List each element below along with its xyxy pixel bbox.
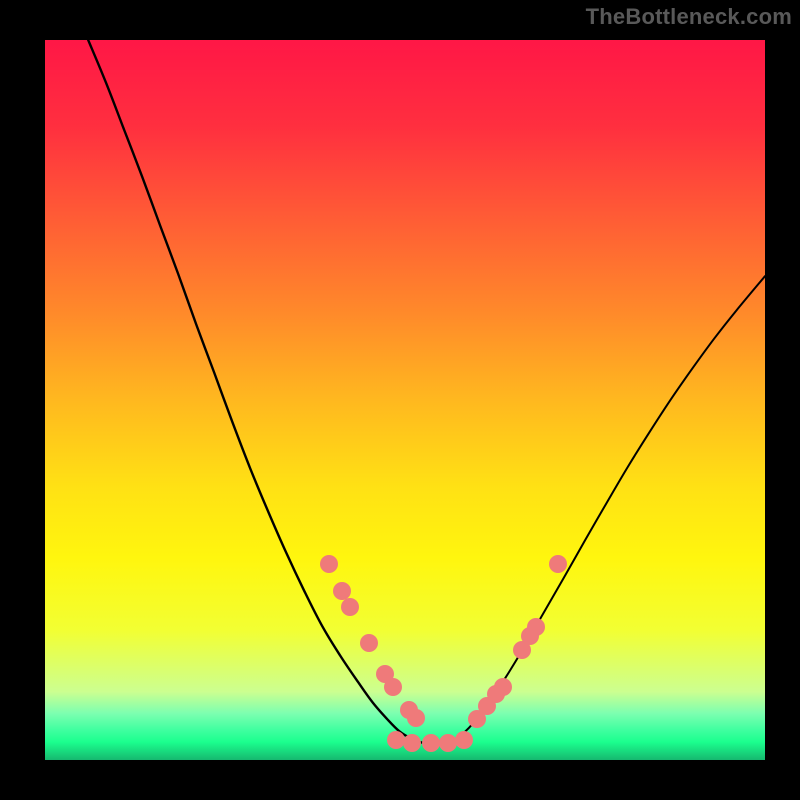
data-marker [403, 734, 421, 752]
data-marker [341, 598, 359, 616]
data-marker [384, 678, 402, 696]
data-marker [455, 731, 473, 749]
data-marker [407, 709, 425, 727]
data-marker [527, 618, 545, 636]
gradient-background [45, 40, 765, 760]
data-marker [549, 555, 567, 573]
data-marker [320, 555, 338, 573]
attribution-text: TheBottleneck.com [586, 4, 792, 30]
data-marker [333, 582, 351, 600]
plot-area [45, 40, 765, 760]
marker-layer [45, 40, 765, 760]
data-marker [494, 678, 512, 696]
data-marker [360, 634, 378, 652]
data-marker [422, 734, 440, 752]
chart-root: { "attribution": { "text": "TheBottlenec… [0, 0, 800, 800]
